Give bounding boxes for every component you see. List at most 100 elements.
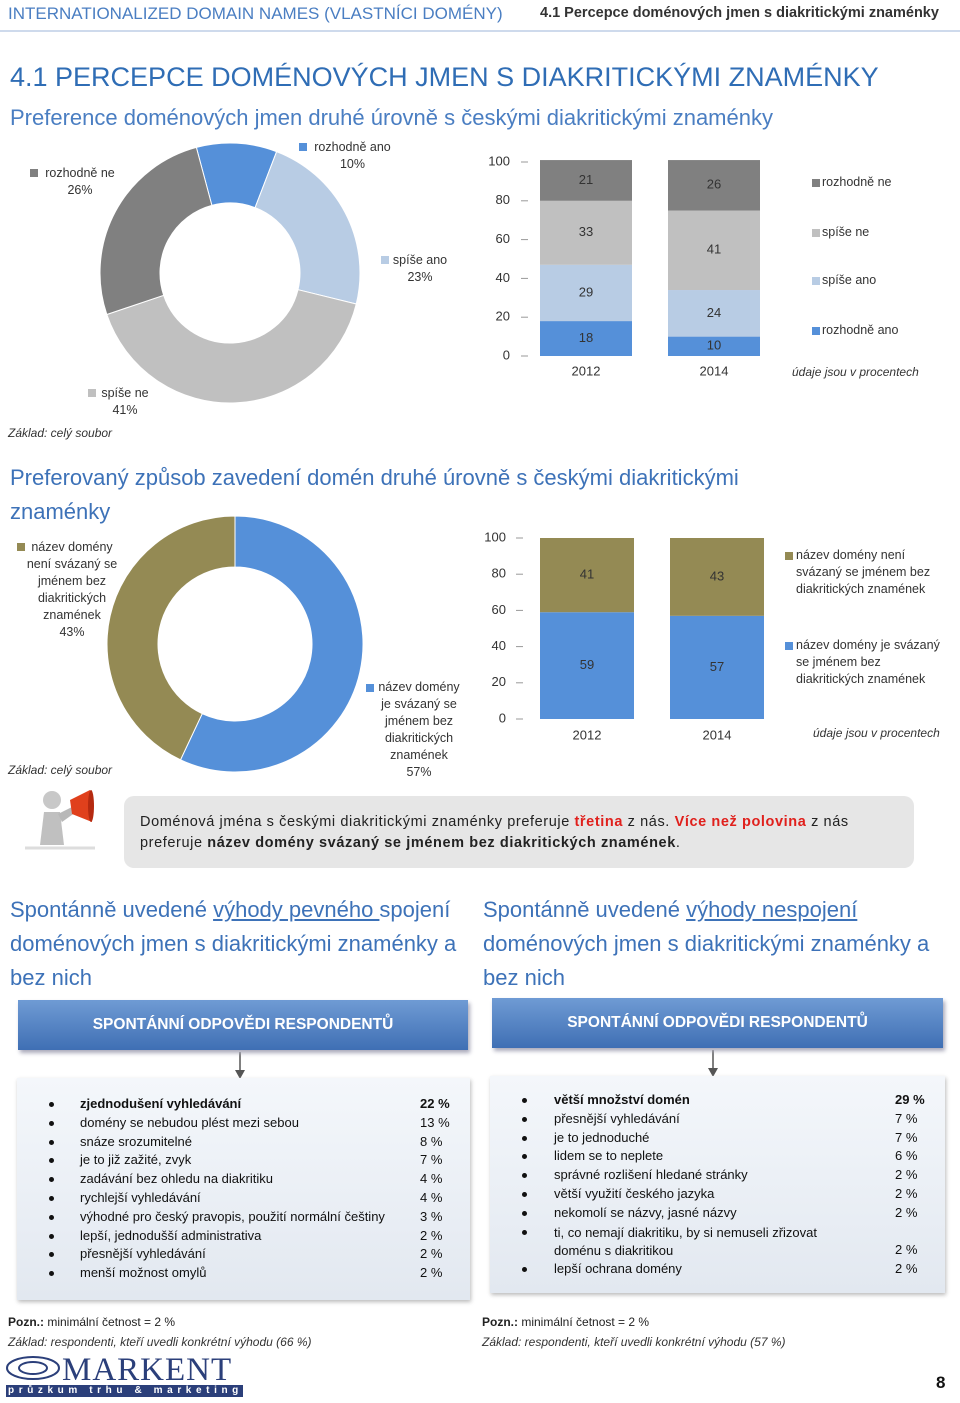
bar-segment xyxy=(668,336,760,356)
header-right: 4.1 Percepce doménových jmen s diakritic… xyxy=(540,5,939,21)
legend-swatch xyxy=(299,143,307,151)
donut-segment xyxy=(179,515,364,773)
segment-label: spíše ne 41% xyxy=(85,385,165,419)
legend-label: rozhodně ano xyxy=(822,323,899,337)
legend-label: název domény není svázaný se jménem bez … xyxy=(796,548,931,596)
legend-swatch xyxy=(785,552,793,560)
logo xyxy=(6,1356,243,1397)
legend-swatch xyxy=(381,256,389,264)
item-label: lepší, jednodušší administrativa xyxy=(80,1227,262,1243)
item-value: 6 % xyxy=(895,1148,918,1164)
legend-label: rozhodně ne xyxy=(822,175,892,189)
item-label: je to již zažité, zvyk xyxy=(80,1152,192,1168)
title-part: spojení doménových jmen s diakritickými … xyxy=(10,897,457,990)
bullet xyxy=(49,1252,54,1258)
item-value: 29 % xyxy=(895,1092,925,1107)
title-underlined: výhody pevného xyxy=(213,897,380,922)
title-underlined: výhody nespojení xyxy=(686,897,858,922)
list-title: Spontánně uvedené výhody pevného spojení… xyxy=(10,893,470,995)
legend-swatch xyxy=(785,642,793,650)
min-note: Pozn.: minimální četnost = 2 % xyxy=(8,1315,175,1329)
bullet xyxy=(522,1210,527,1216)
item-label: je to jednoduché xyxy=(554,1129,650,1145)
item-value: 3 % xyxy=(420,1208,443,1224)
y-tick-label: 40 xyxy=(492,638,506,653)
legend-swatch xyxy=(17,543,25,551)
bullet xyxy=(522,1173,527,1179)
segment-name: spíše ano xyxy=(392,253,448,267)
bullet xyxy=(49,1177,54,1183)
bar-segment xyxy=(668,290,760,337)
bullet xyxy=(522,1116,527,1122)
bar-segment xyxy=(540,612,634,719)
bullet xyxy=(49,1196,54,1201)
y-tick-label: 0 xyxy=(503,347,510,362)
item-label: přesnější vyhledávání xyxy=(80,1246,206,1262)
legend-label: spíše ano xyxy=(822,273,877,287)
item-value: 2 % xyxy=(420,1246,443,1262)
bullet xyxy=(49,1233,54,1239)
bar-value-label: 57 xyxy=(710,659,724,674)
base-note: Základ: respondenti, kteří uvedli konkré… xyxy=(482,1335,786,1349)
bullet xyxy=(49,1158,54,1164)
item-label: lepší ochrana domény xyxy=(554,1261,682,1277)
item-value: 22 % xyxy=(420,1096,450,1111)
segment-name: rozhodně ne xyxy=(45,166,115,180)
title-part: doménových jmen s diakritickými znaménky… xyxy=(483,931,930,990)
item-label: menší možnost omylů xyxy=(80,1265,207,1281)
item-value: 7 % xyxy=(895,1110,918,1126)
item-label: snáze srozumitelné xyxy=(80,1133,192,1149)
list-box: větší množství domén 29 % přesnější vyhled… xyxy=(490,1076,945,1293)
item-value: 13 % xyxy=(420,1114,450,1130)
bar-value-label: 26 xyxy=(707,177,721,192)
bar-segment xyxy=(670,538,764,616)
item-label: lidem se to neplete xyxy=(554,1148,664,1164)
bullet xyxy=(49,1120,54,1126)
segment-name: spíše ne xyxy=(101,386,149,400)
bar-segment xyxy=(670,615,764,719)
note-text: minimální četnost = 2 % xyxy=(44,1315,176,1329)
megaphone-icon xyxy=(25,790,95,850)
item-label: výhodné pro český pravopis, použití norm… xyxy=(80,1208,385,1224)
arrow xyxy=(708,1050,718,1077)
header-left: INTERNATIONALIZED DOMAIN NAMES (VLASTNÍC… xyxy=(8,4,503,23)
title-part: Spontánně uvedené xyxy=(483,897,687,922)
donut-segment xyxy=(106,515,236,761)
unit-note: údaje jsou v procentech xyxy=(813,726,940,740)
bar-segment xyxy=(540,200,632,265)
item-value: 2 % xyxy=(895,1261,918,1277)
segment-value: 23% xyxy=(407,270,433,284)
item-value: 2 % xyxy=(895,1204,918,1220)
segment-label: název domény není svázaný se jménem bez … xyxy=(24,539,120,641)
donut-segment xyxy=(106,289,357,404)
legend-swatch xyxy=(812,327,820,335)
bar-segment xyxy=(668,210,760,291)
callout-part: . xyxy=(675,835,681,851)
legend-swatch xyxy=(30,169,38,177)
item-value: 7 % xyxy=(895,1129,918,1145)
section-subtitle: Preferovaný způsob zavedení domén druhé … xyxy=(10,465,739,524)
list-box: zjednodušení vyhledávání 22 % domény se ne… xyxy=(17,1078,470,1300)
base-note: Základ: celý soubor xyxy=(8,763,113,777)
callout-box xyxy=(124,796,914,868)
logo-name: MARKENT xyxy=(62,1352,233,1388)
section-subtitle: Preference doménových jmen druhé úrovně … xyxy=(10,105,773,130)
bar-value-label: 41 xyxy=(580,567,594,582)
item-value: 4 % xyxy=(420,1171,443,1187)
bar-segment xyxy=(540,264,632,322)
bullet xyxy=(49,1102,54,1107)
x-tick-label: 2012 xyxy=(572,363,601,378)
page-number: 8 xyxy=(936,1373,946,1392)
item-value: 7 % xyxy=(420,1152,443,1168)
callout-part: z nás preferuje xyxy=(140,814,849,851)
page-title: 4.1 PERCEPCE DOMÉNOVÝCH JMEN S DIAKRITIC… xyxy=(10,62,879,92)
list-title: Spontánně uvedené výhody nespojení domén… xyxy=(483,893,933,995)
item-label: zjednodušení vyhledávání xyxy=(80,1096,242,1111)
bar-segment xyxy=(540,160,632,201)
note-label: Pozn.: xyxy=(482,1315,518,1329)
item-value: 2 % xyxy=(895,1186,918,1201)
bar-segment xyxy=(668,160,760,211)
y-tick-label: 60 xyxy=(496,231,510,246)
unit-note: údaje jsou v procentech xyxy=(792,365,919,379)
